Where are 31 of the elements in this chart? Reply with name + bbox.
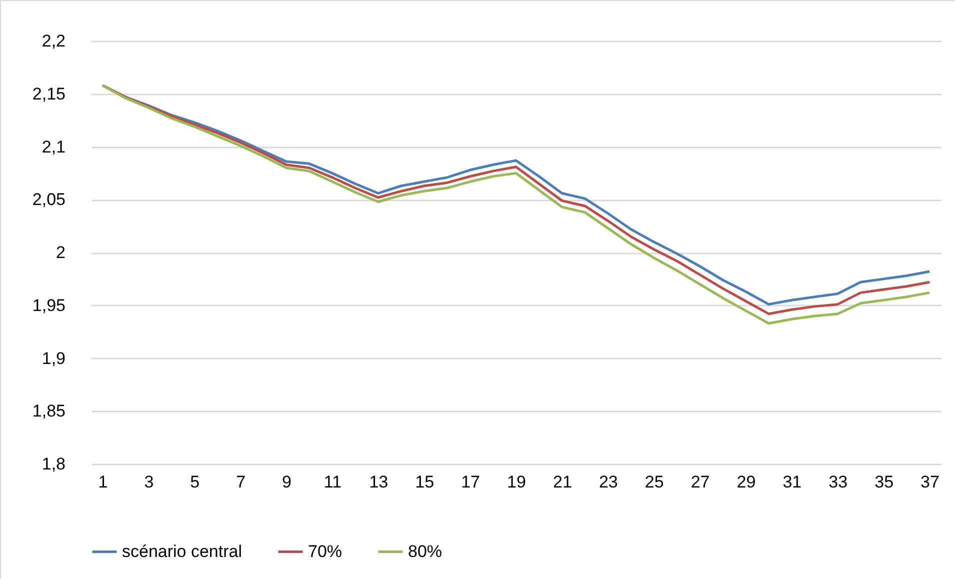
y-tick-label: 1,8: [42, 454, 66, 474]
x-tick-label: 13: [369, 472, 388, 492]
y-tick-label: 1,95: [32, 296, 66, 315]
x-tick-label: 35: [874, 472, 894, 492]
y-tick-label: 2,1: [42, 137, 66, 156]
y-tick-label: 2,15: [32, 84, 66, 104]
x-tick-label: 7: [236, 472, 246, 492]
y-tick-label: 1,9: [42, 348, 66, 368]
x-tick-label: 33: [828, 472, 848, 492]
x-tick-label: 17: [461, 472, 480, 492]
x-tick-label: 23: [598, 472, 618, 492]
x-tick-label: 11: [324, 472, 342, 492]
x-tick-label: 19: [507, 472, 526, 492]
x-tick-label: 15: [415, 472, 434, 492]
y-tick-label: 2,2: [42, 32, 66, 50]
x-tick-label: 25: [644, 472, 664, 492]
x-tick-label: 1: [98, 472, 108, 492]
legend-label: 70%: [308, 542, 342, 561]
y-tick-label: 1,85: [32, 402, 66, 421]
x-tick-label: 21: [552, 472, 572, 492]
x-tick-label: 27: [690, 472, 710, 492]
y-tick-label: 2: [56, 243, 66, 262]
x-tick-label: 29: [736, 472, 756, 492]
x-tick-label: 3: [144, 472, 154, 492]
y-tick-label: 2,05: [32, 190, 66, 210]
legend-label: scénario central: [122, 542, 242, 561]
x-tick-label: 9: [282, 472, 292, 492]
legend-label: 80%: [408, 542, 442, 561]
x-tick-label: 37: [920, 472, 940, 492]
x-tick-label: 31: [782, 472, 802, 492]
x-tick-label: 5: [190, 472, 200, 492]
